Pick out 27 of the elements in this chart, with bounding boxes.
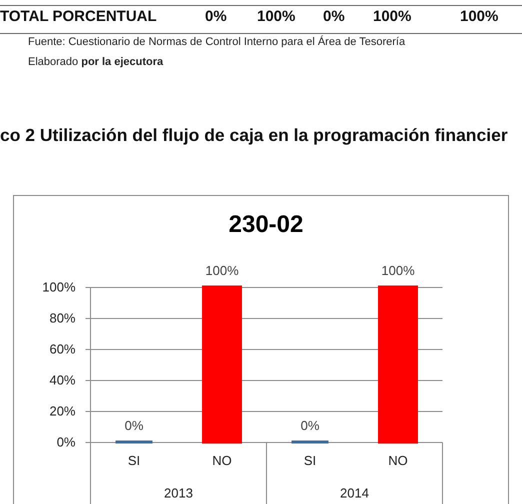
text: 100% (373, 8, 412, 25)
text: NO (388, 453, 408, 468)
data-label: 0% (124, 418, 144, 433)
y-tick-label: 0% (56, 434, 76, 450)
text: 0% (205, 8, 227, 25)
text: 100% (257, 8, 296, 25)
series-label: NO (212, 453, 232, 468)
y-tick-label: 20% (49, 404, 76, 418)
y-tick-label: 80% (49, 310, 76, 326)
chart-title: 230-02 (228, 211, 304, 238)
y-tick-label: 100% (42, 280, 76, 294)
data-label: 100% (381, 263, 416, 278)
text: Elaborado (28, 56, 78, 68)
series-label: SI (128, 453, 140, 468)
source-note: Fuente: Cuestionario de Normas de Control Interno para el Área de Tesorería (28, 36, 406, 48)
text: co 2 Utilización del flujo de caja en la programación financier (0, 125, 508, 146)
text: TOTAL PORCENTUAL (0, 8, 157, 25)
data-label: 0% (300, 418, 320, 433)
text: SI (304, 453, 316, 468)
y-tick-label: 60% (49, 342, 76, 356)
y-tick-label: 40% (49, 372, 76, 388)
x-tick-label: 2014 (340, 486, 369, 500)
x-tick-label: 2013 (164, 486, 193, 500)
text: 0% (323, 8, 345, 25)
text: 100% (460, 8, 498, 25)
text: por la ejecutora (81, 56, 164, 68)
data-label: 100% (205, 263, 240, 278)
